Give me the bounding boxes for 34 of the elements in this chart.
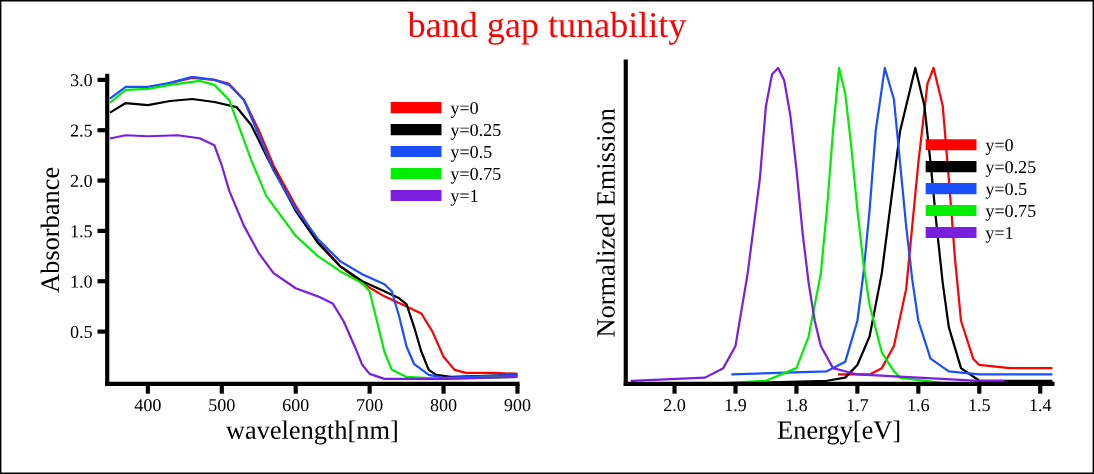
y-tick-label: 1.0 bbox=[71, 275, 92, 288]
x-axis-title: wavelength[nm] bbox=[225, 420, 397, 445]
x-tick-label: 500 bbox=[209, 399, 235, 412]
legend-label: y=0 bbox=[450, 101, 478, 118]
legend-label: y=0.75 bbox=[450, 167, 501, 184]
y-axis-title: Absorbance bbox=[40, 167, 60, 293]
x-tick-label: 600 bbox=[282, 399, 309, 412]
x-tick-label: 1.8 bbox=[786, 399, 808, 412]
x-tick-label: 1.9 bbox=[725, 399, 747, 412]
legend-label: y=0 bbox=[985, 139, 1013, 155]
y-tick-label: 1.5 bbox=[71, 225, 92, 238]
legend-label: y=0.75 bbox=[985, 204, 1036, 221]
x-tick-label: 2.0 bbox=[664, 399, 686, 412]
x-tick-label: 400 bbox=[134, 399, 161, 412]
legend-label: y=0.5 bbox=[985, 182, 1027, 199]
y-axis-title: Normalized Emission bbox=[596, 108, 615, 337]
legend-label: y=1 bbox=[985, 226, 1013, 243]
x-tick-label: 1.6 bbox=[908, 399, 930, 412]
y-tick-label: 0.5 bbox=[70, 325, 92, 339]
legend-label: y=1 bbox=[450, 189, 478, 206]
x-axis-title: Energy[eV] bbox=[777, 420, 900, 445]
y-tick-label: 2.5 bbox=[70, 124, 92, 137]
legend-label: y=0.25 bbox=[450, 123, 501, 140]
x-tick-label: 900 bbox=[504, 399, 531, 412]
x-tick-label: 1.5 bbox=[969, 399, 990, 412]
y-tick-label: 2.0 bbox=[70, 174, 92, 188]
x-tick-label: 800 bbox=[430, 399, 457, 412]
x-tick-label: 1.7 bbox=[847, 399, 869, 412]
legend-label: y=0.25 bbox=[985, 160, 1036, 177]
y-tick-label: 3.0 bbox=[70, 74, 92, 87]
x-tick-label: 1.4 bbox=[1030, 399, 1052, 412]
legend-label: y=0.5 bbox=[450, 145, 492, 162]
x-tick-label: 700 bbox=[357, 399, 383, 412]
chart-title: band gap tunability bbox=[407, 11, 687, 45]
